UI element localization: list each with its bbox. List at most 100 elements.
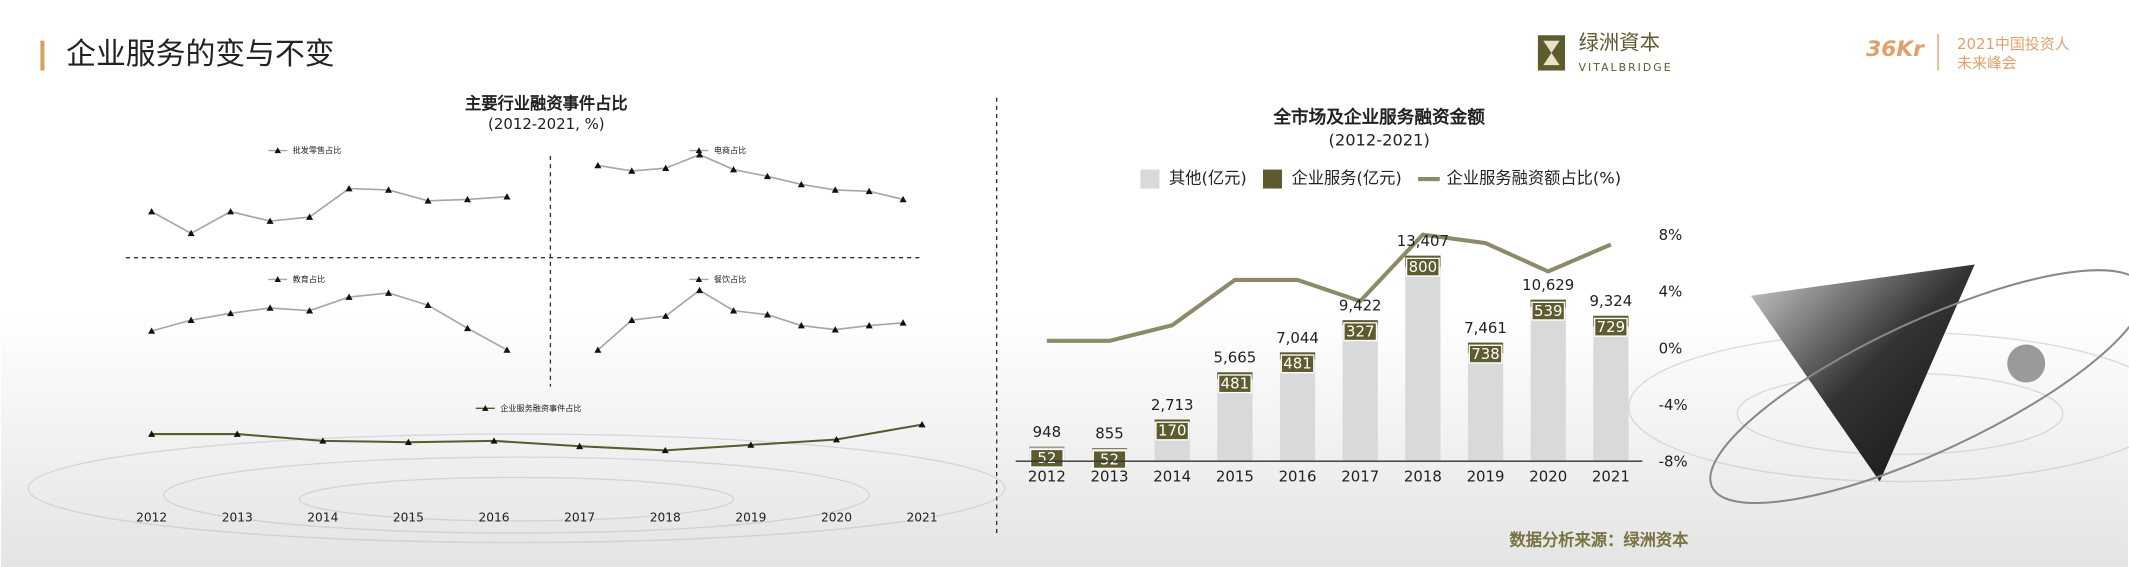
point-marker bbox=[865, 322, 873, 329]
legend-label: 电商占比 bbox=[714, 145, 747, 155]
value-label: 2,713 bbox=[1151, 396, 1194, 414]
chart-subtitle: (2012-2021, %) bbox=[488, 115, 605, 133]
x-tick-label: 2013 bbox=[222, 511, 253, 525]
point-marker bbox=[385, 186, 393, 193]
x-tick-label: 2020 bbox=[821, 511, 852, 525]
decor-ring bbox=[1709, 269, 2129, 504]
point-marker bbox=[662, 312, 670, 319]
point-marker bbox=[345, 185, 353, 192]
point-marker bbox=[661, 446, 669, 454]
value-label-box bbox=[1593, 317, 1628, 337]
event-name: 2021中国投资人 bbox=[1957, 35, 2070, 53]
point-marker bbox=[424, 197, 432, 204]
line bbox=[597, 153, 904, 201]
value-label: 7,461 bbox=[1464, 319, 1507, 337]
value-label-box bbox=[1531, 301, 1566, 321]
event-name: 未来峰会 bbox=[1957, 54, 2017, 72]
line bbox=[1046, 232, 1612, 343]
point-marker bbox=[832, 435, 840, 443]
legend-label: 批发零售占比 bbox=[293, 145, 342, 155]
slide-title: 企业服务的变与不变 bbox=[66, 37, 334, 72]
title-accent bbox=[40, 40, 45, 71]
line bbox=[597, 289, 904, 351]
point-marker bbox=[503, 193, 511, 200]
point-marker bbox=[306, 307, 314, 314]
value-label: 738 bbox=[1471, 345, 1499, 363]
x-tick-label: 2020 bbox=[1529, 467, 1567, 485]
point-marker bbox=[227, 309, 235, 317]
point-marker bbox=[148, 208, 156, 215]
y2-tick-label: -8% bbox=[1659, 453, 1688, 471]
x-tick-label: 2018 bbox=[1404, 467, 1442, 485]
point-marker bbox=[918, 421, 926, 428]
value-label-box bbox=[1405, 257, 1440, 277]
point-marker bbox=[345, 293, 353, 300]
event-logo: 36Kr bbox=[1866, 37, 1925, 62]
value-label: 855 bbox=[1095, 425, 1123, 443]
value-label: 10,629 bbox=[1522, 276, 1574, 294]
point-marker bbox=[148, 327, 156, 334]
x-tick-label: 2014 bbox=[1153, 467, 1191, 485]
bar-segment bbox=[1530, 307, 1566, 462]
point-marker bbox=[628, 316, 636, 323]
y2-tick-label: 0% bbox=[1659, 339, 1683, 357]
x-tick-label: 2012 bbox=[1028, 467, 1066, 485]
value-label: 9,422 bbox=[1339, 297, 1382, 315]
legend-label: 餐饮占比 bbox=[714, 274, 747, 284]
y2-tick-label: -4% bbox=[1659, 396, 1688, 414]
point-marker bbox=[227, 208, 235, 215]
value-label-box bbox=[1092, 450, 1127, 470]
point-marker bbox=[306, 213, 314, 220]
x-tick-label: 2018 bbox=[650, 511, 681, 525]
x-tick-label: 2017 bbox=[564, 511, 595, 525]
legend-marker bbox=[695, 276, 703, 283]
line bbox=[151, 292, 508, 351]
bar-segment bbox=[1405, 267, 1441, 462]
point-marker bbox=[797, 322, 805, 329]
point-marker bbox=[594, 161, 602, 169]
x-tick-label: 2015 bbox=[393, 511, 424, 525]
legend-label: 其他(亿元) bbox=[1169, 169, 1247, 188]
x-tick-label: 2021 bbox=[907, 511, 938, 525]
value-label: 52 bbox=[1100, 450, 1119, 468]
line bbox=[151, 187, 508, 235]
point-marker bbox=[865, 187, 873, 195]
point-marker bbox=[187, 316, 195, 323]
x-tick-label: 2014 bbox=[307, 511, 338, 525]
x-tick-label: 2016 bbox=[479, 511, 510, 525]
value-label: 13,407 bbox=[1397, 232, 1449, 250]
point-marker bbox=[266, 304, 274, 311]
value-label: 800 bbox=[1409, 258, 1437, 276]
point-marker bbox=[148, 430, 156, 437]
point-marker bbox=[385, 289, 393, 296]
value-label: 539 bbox=[1534, 302, 1562, 320]
decor-sphere bbox=[2007, 344, 2046, 383]
legend-swatch bbox=[1262, 169, 1282, 189]
point-marker bbox=[899, 195, 907, 203]
point-marker bbox=[696, 286, 704, 294]
point-marker bbox=[747, 441, 755, 448]
value-label: 7,044 bbox=[1276, 329, 1319, 347]
y2-tick-label: 4% bbox=[1659, 283, 1683, 301]
legend-label: 企业服务融资事件占比 bbox=[500, 403, 581, 413]
point-marker bbox=[831, 186, 839, 193]
y2-tick-label: 8% bbox=[1659, 226, 1683, 244]
point-marker bbox=[797, 180, 805, 188]
point-marker bbox=[404, 438, 412, 446]
point-marker bbox=[763, 311, 771, 318]
legend-marker bbox=[274, 147, 282, 154]
point-marker bbox=[729, 307, 738, 314]
chart-title: 全市场及企业服务融资金额 bbox=[1272, 106, 1485, 128]
point-marker bbox=[463, 324, 472, 332]
bar-segment bbox=[1342, 324, 1378, 462]
bar-segment bbox=[1091, 448, 1128, 449]
point-marker bbox=[831, 326, 839, 333]
point-marker bbox=[729, 166, 738, 173]
x-tick-label: 2019 bbox=[735, 511, 766, 525]
value-label-box bbox=[1029, 448, 1064, 468]
logo-text: 绿洲資本 bbox=[1579, 30, 1660, 54]
bar-segment bbox=[1467, 353, 1504, 462]
value-label-box bbox=[1343, 322, 1378, 342]
value-label: 9,324 bbox=[1590, 292, 1633, 310]
